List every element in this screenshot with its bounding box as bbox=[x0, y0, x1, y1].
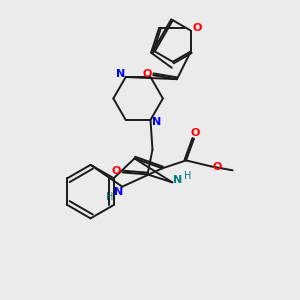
Text: O: O bbox=[190, 128, 200, 138]
Text: N: N bbox=[172, 176, 182, 185]
Text: O: O bbox=[212, 162, 221, 172]
Text: N: N bbox=[152, 117, 161, 127]
Text: N: N bbox=[114, 187, 123, 196]
Text: H: H bbox=[184, 171, 192, 182]
Text: O: O bbox=[142, 69, 152, 79]
Text: O: O bbox=[192, 22, 201, 33]
Text: N: N bbox=[116, 69, 125, 79]
Text: O: O bbox=[111, 167, 121, 176]
Text: H: H bbox=[106, 192, 113, 202]
